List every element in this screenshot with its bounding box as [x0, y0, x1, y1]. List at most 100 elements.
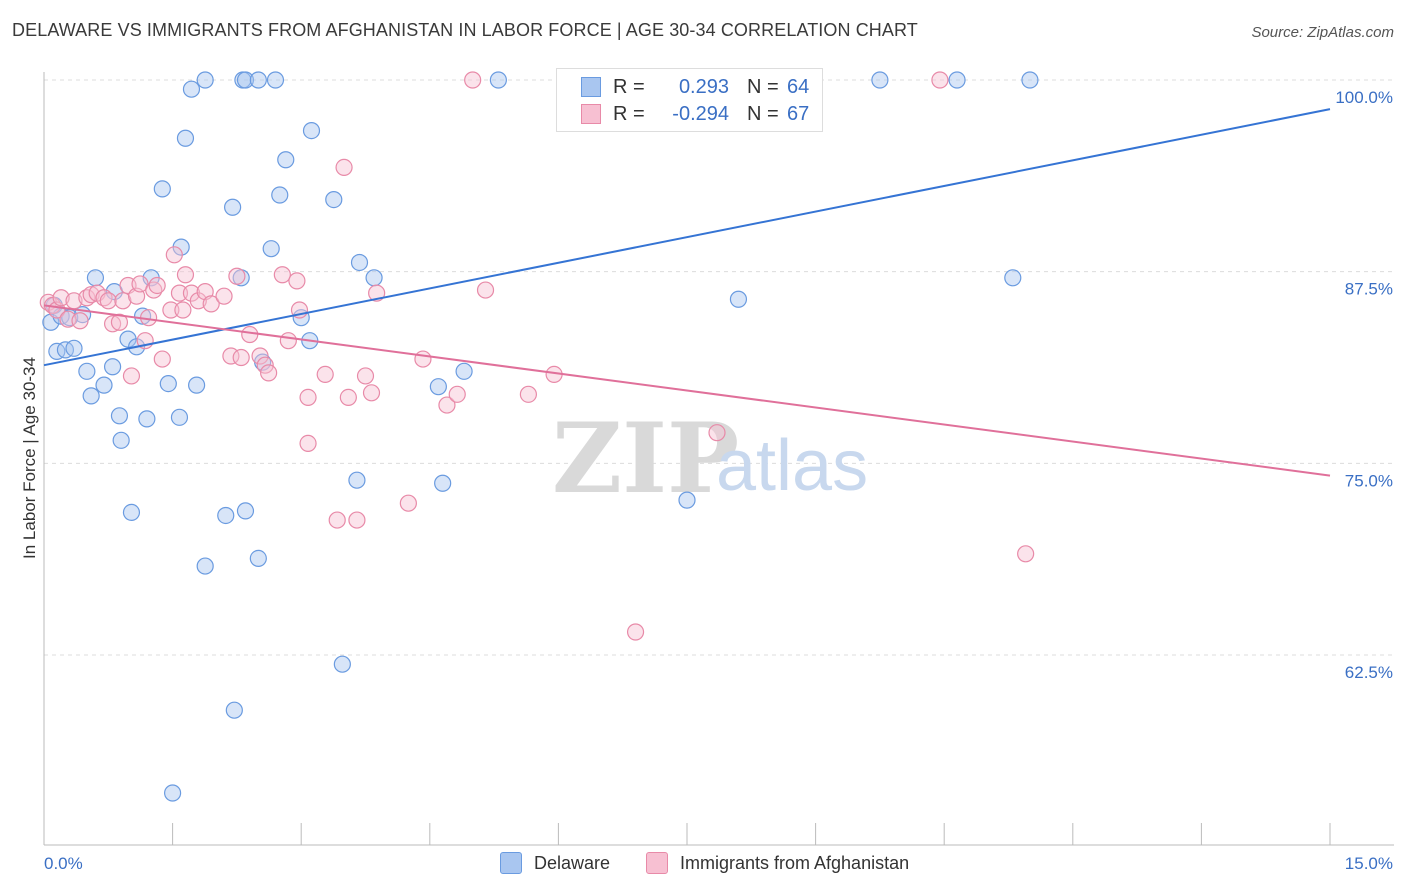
data-point	[182, 80, 201, 98]
data-point	[1017, 545, 1035, 563]
data-point	[148, 276, 166, 295]
data-point	[110, 407, 129, 425]
watermark-atlas: atlas	[716, 426, 868, 506]
y-axis-label: In Labor Force | Age 30-34	[20, 357, 39, 559]
data-point	[288, 272, 306, 290]
data-point	[153, 180, 171, 198]
data-point	[82, 387, 100, 405]
data-point	[153, 350, 171, 368]
data-point	[271, 186, 289, 204]
watermark: ZIP atlas	[552, 402, 868, 515]
data-point	[188, 376, 206, 394]
chart-title: DELAWARE VS IMMIGRANTS FROM AFGHANISTAN …	[12, 20, 918, 40]
data-point	[241, 325, 259, 344]
data-point	[260, 364, 278, 382]
data-point	[356, 367, 375, 385]
series-label-delaware: Delaware	[534, 852, 611, 873]
data-point	[249, 549, 267, 568]
data-point	[350, 253, 369, 272]
data-point	[429, 378, 447, 396]
data-point	[215, 287, 233, 305]
data-point	[348, 471, 366, 489]
data-point	[362, 384, 381, 402]
legend-swatch-delaware	[581, 77, 601, 97]
data-point	[95, 376, 113, 394]
y-tick-label: 62.5%	[1345, 663, 1393, 682]
data-point	[224, 198, 242, 216]
trend-lines	[43, 108, 1331, 477]
data-point	[455, 362, 473, 380]
data-point	[122, 367, 141, 385]
axes	[43, 72, 1394, 846]
data-point	[299, 434, 317, 452]
data-point	[251, 347, 269, 365]
data-point	[368, 284, 386, 302]
y-tick-label: 100.0%	[1335, 88, 1393, 107]
data-point	[333, 655, 351, 673]
x-tick-label: 15.0%	[1345, 854, 1393, 873]
trend-line-delaware	[43, 108, 1331, 367]
data-point	[112, 431, 130, 449]
series-swatch-afghanistan	[646, 852, 668, 874]
data-point	[174, 301, 192, 319]
data-point	[476, 281, 495, 299]
y-tick-label: 87.5%	[1345, 280, 1393, 299]
data-point	[103, 358, 122, 376]
data-point	[138, 410, 156, 428]
data-point	[335, 158, 353, 176]
data-point	[196, 557, 214, 575]
data-point	[159, 375, 177, 393]
legend-r-value: -0.294	[672, 102, 729, 125]
data-point	[82, 286, 100, 304]
data-point	[65, 339, 83, 357]
x-tick-label: 0.0%	[44, 854, 83, 873]
data-point	[103, 315, 122, 333]
data-point	[249, 71, 267, 89]
data-point	[464, 71, 482, 89]
data-point	[189, 292, 207, 310]
data-point	[52, 289, 70, 307]
data-point	[1021, 71, 1039, 89]
series-legend-delaware[interactable]: Delaware	[500, 852, 610, 874]
legend-row-afghanistan: R = -0.294 N = 67	[581, 102, 809, 126]
data-point	[164, 784, 182, 802]
data-point	[56, 341, 75, 359]
data-point	[71, 312, 89, 330]
data-point	[931, 71, 949, 89]
series-points-afghanistan	[39, 71, 1035, 641]
data-point	[170, 408, 189, 426]
legend-n-label: N =	[747, 75, 779, 98]
data-point	[122, 503, 141, 522]
data-point	[399, 494, 417, 512]
series-swatch-delaware	[500, 852, 522, 874]
data-point	[626, 623, 645, 641]
legend-n-value: 67	[787, 102, 810, 125]
data-point	[328, 511, 346, 529]
data-point	[202, 295, 220, 313]
data-point	[232, 348, 250, 367]
legend-swatch-afghanistan	[581, 104, 601, 124]
y-tick-label: 75.0%	[1345, 471, 1393, 490]
data-point	[365, 269, 383, 287]
data-point	[339, 388, 357, 406]
data-point	[871, 71, 889, 89]
data-point	[729, 290, 748, 308]
watermark-zip: ZIP	[552, 402, 739, 515]
data-point	[316, 365, 334, 383]
data-point	[217, 506, 235, 525]
series-legend-afghanistan[interactable]: Immigrants from Afghanistan	[646, 852, 909, 874]
series-label-afghanistan: Immigrants from Afghanistan	[680, 852, 910, 873]
stats-legend: R = 0.293 N = 64 R = -0.294 N = 67	[556, 68, 823, 132]
data-point	[273, 266, 291, 284]
legend-row-delaware: R = 0.293 N = 64	[581, 75, 809, 99]
data-point	[438, 396, 456, 414]
data-point	[236, 502, 255, 520]
trend-line-afghanistan	[43, 304, 1331, 477]
data-point	[86, 269, 105, 287]
data-point	[708, 424, 726, 442]
data-point	[348, 511, 366, 529]
legend-n-value: 64	[787, 75, 810, 98]
data-point	[110, 313, 129, 331]
gridlines	[44, 79, 1394, 656]
